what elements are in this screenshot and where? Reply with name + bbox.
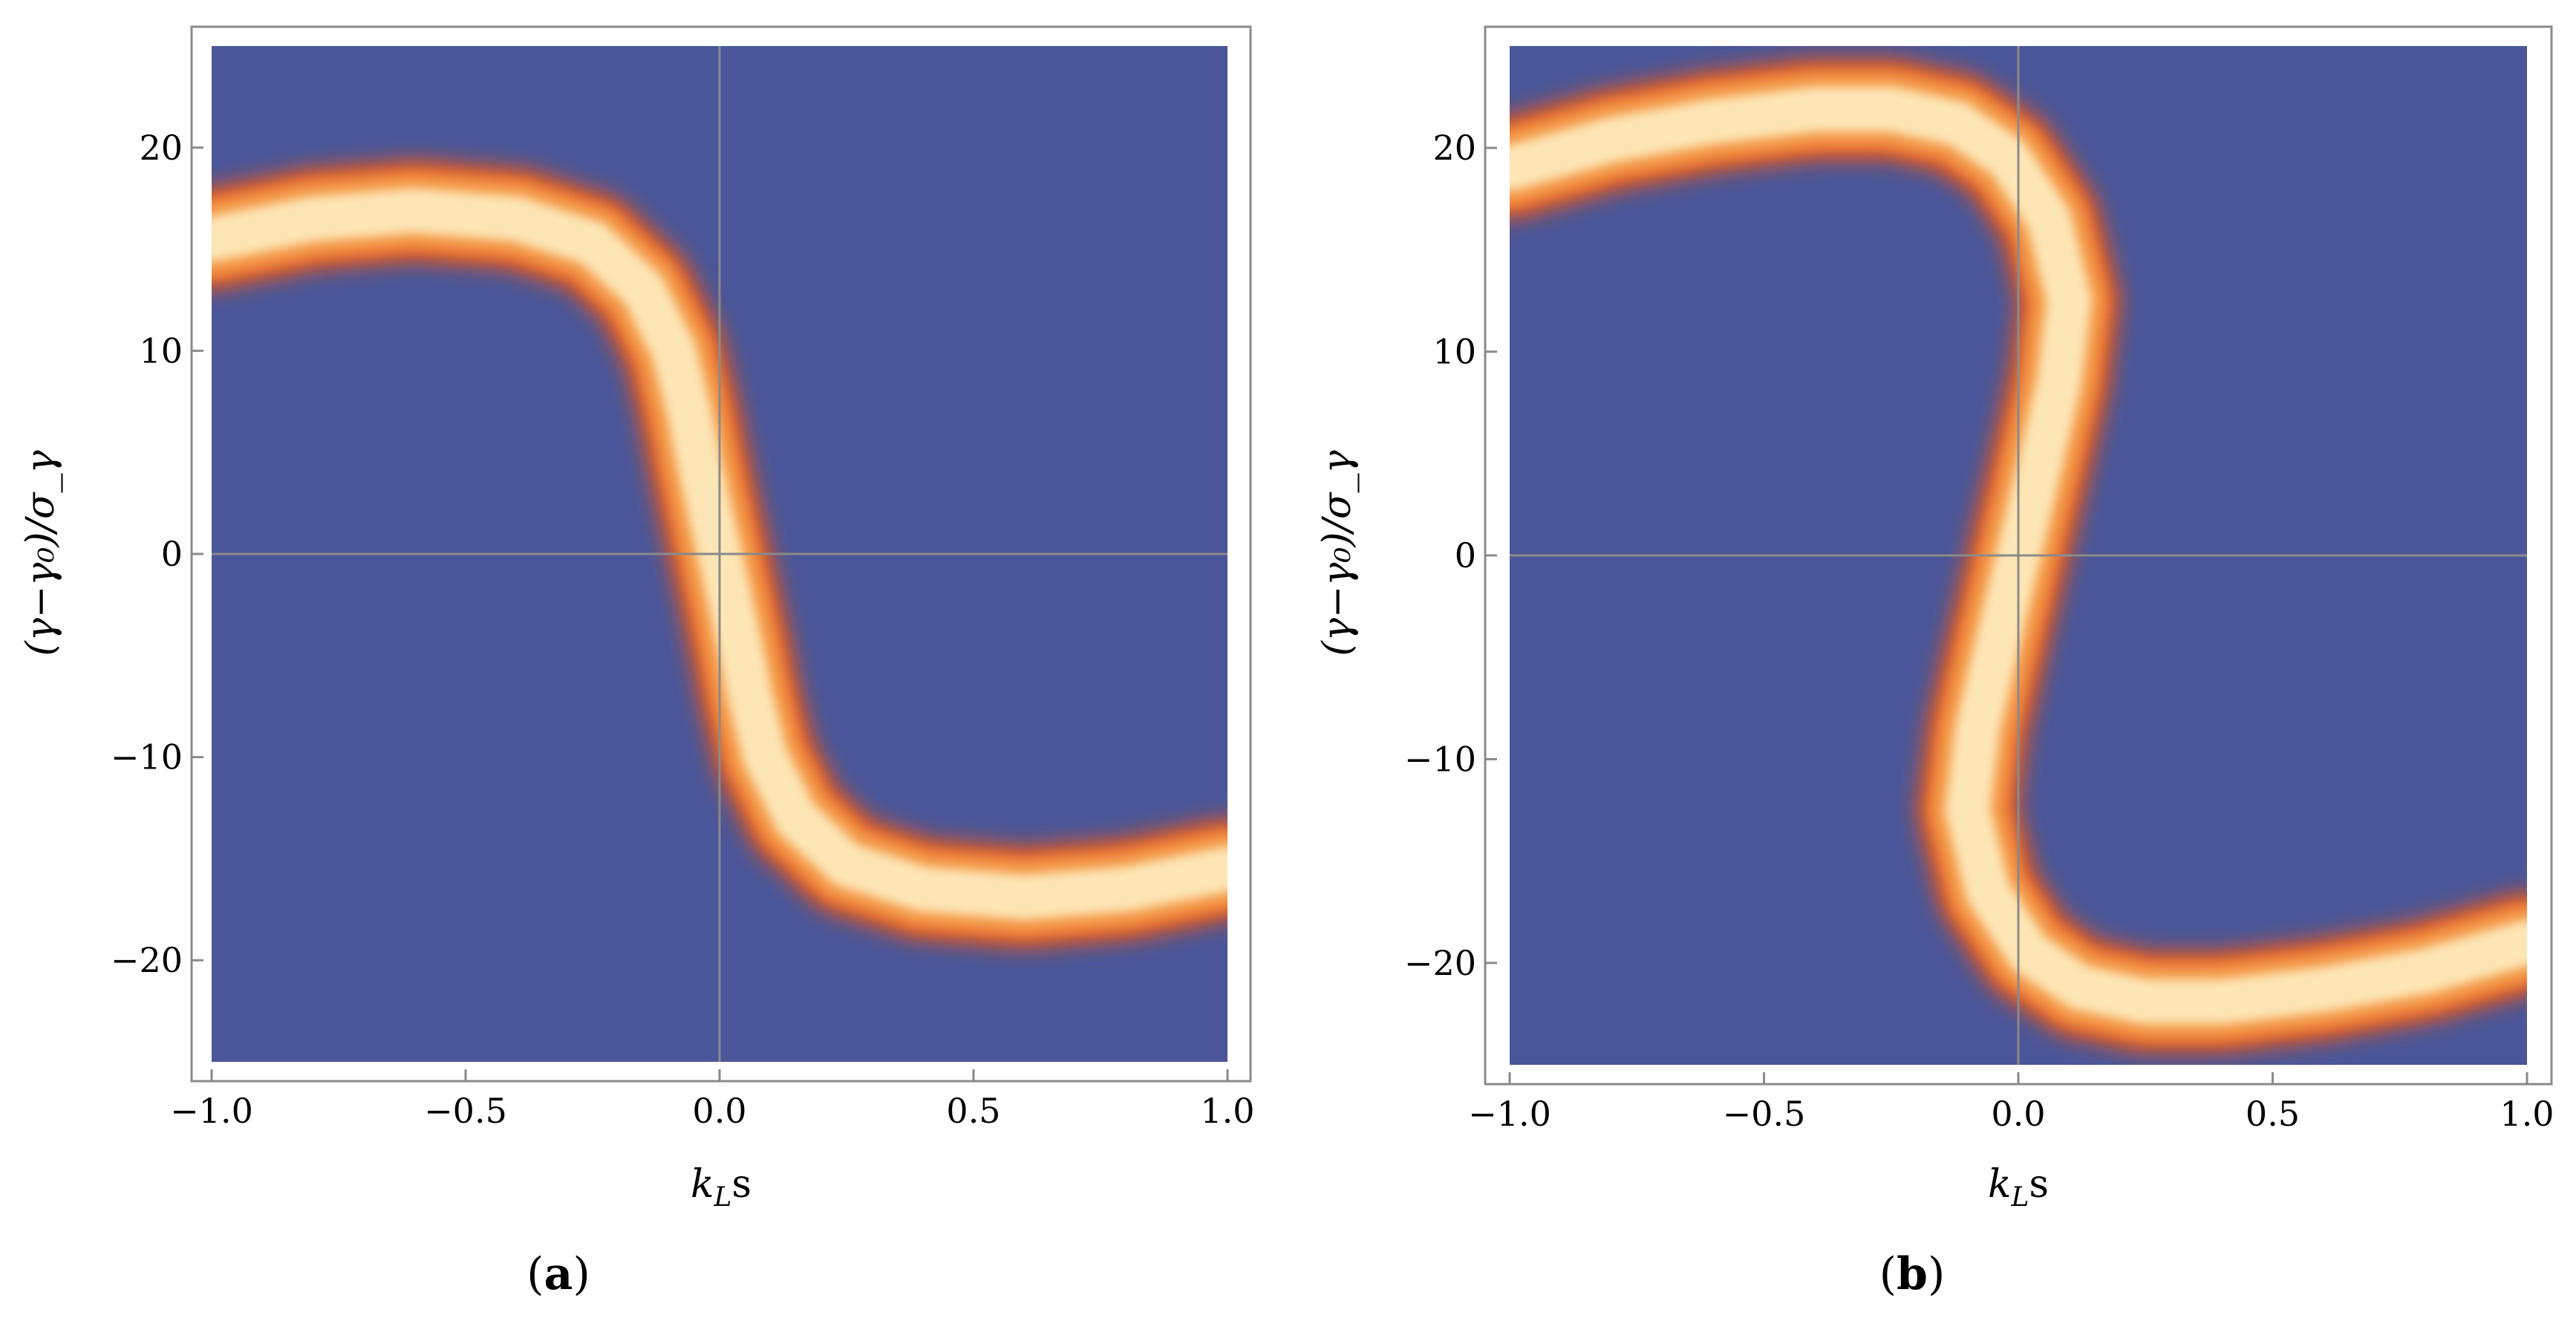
x-tick-label: 0.5 <box>946 1091 1000 1131</box>
panel-a-panel-label: (a) <box>526 1248 590 1300</box>
panel-b: −1.0 −0.5 0.0 0.5 1.0 20 10 0 −10 −20 kLs (γ−γ₀)… <box>1315 25 2554 1300</box>
y-tick-label: −10 <box>111 737 183 777</box>
x-tick-label: −0.5 <box>424 1091 507 1131</box>
y-tick-label: 10 <box>139 330 183 371</box>
panel-b-y-ticks: 20 10 0 −10 −20 <box>1404 128 1497 983</box>
y-tick-label: 10 <box>1432 332 1476 372</box>
x-tick-label: −0.5 <box>1723 1094 1806 1134</box>
panel-a-x-axis-label: kLs <box>691 1162 751 1213</box>
panel-a-y-ticks: 20 10 0 −10 −20 <box>111 128 203 980</box>
panel-a-x-ticks: −1.0 −0.5 0.0 0.5 1.0 <box>170 1069 1255 1131</box>
panel-b-panel-label: (b) <box>1879 1248 1946 1300</box>
x-tick-label: 0.5 <box>2246 1094 2300 1134</box>
y-tick-label: −20 <box>111 940 183 980</box>
y-tick-label: 20 <box>1432 128 1476 168</box>
x-tick-label: 1.0 <box>1200 1091 1254 1131</box>
x-tick-label: −1.0 <box>1468 1094 1551 1134</box>
y-tick-label: 0 <box>1455 535 1476 575</box>
panel-b-x-ticks: −1.0 −0.5 0.0 0.5 1.0 <box>1468 1072 2554 1134</box>
x-tick-label: 0.0 <box>692 1091 746 1131</box>
x-tick-label: −1.0 <box>170 1091 253 1131</box>
y-tick-label: 20 <box>139 128 183 168</box>
x-tick-label: 0.0 <box>1991 1094 2045 1134</box>
panel-a-y-axis-label: (γ−γ₀)/σ_γ <box>19 449 63 656</box>
y-tick-label: −10 <box>1404 739 1476 779</box>
y-tick-label: −20 <box>1404 943 1476 983</box>
y-tick-label: 0 <box>161 534 183 574</box>
x-tick-label: 1.0 <box>2500 1094 2554 1134</box>
panel-b-y-axis-label: (γ−γ₀)/σ_γ <box>1315 449 1360 656</box>
panel-b-x-axis-label: kLs <box>1988 1162 2049 1213</box>
panel-a: −1.0 −0.5 0.0 0.5 1.0 20 10 0 −10 −20 kLs (γ−γ₀)… <box>19 25 1255 1300</box>
